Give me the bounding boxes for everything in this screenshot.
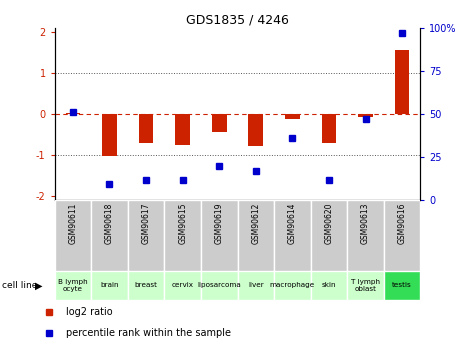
Bar bbox=[66, 113, 80, 114]
Bar bbox=[347, 271, 384, 300]
Bar bbox=[102, 114, 117, 156]
Text: cell line: cell line bbox=[2, 281, 38, 290]
Text: GSM90618: GSM90618 bbox=[105, 202, 114, 244]
Bar bbox=[139, 114, 153, 144]
Bar bbox=[91, 271, 128, 300]
Bar bbox=[55, 271, 91, 300]
Text: log2 ratio: log2 ratio bbox=[66, 307, 113, 317]
Bar bbox=[384, 200, 420, 271]
Text: ▶: ▶ bbox=[35, 280, 42, 290]
Text: percentile rank within the sample: percentile rank within the sample bbox=[66, 328, 231, 338]
Text: GSM90619: GSM90619 bbox=[215, 202, 224, 244]
Text: GSM90617: GSM90617 bbox=[142, 202, 151, 244]
Bar bbox=[274, 200, 311, 271]
Text: cervix: cervix bbox=[171, 283, 194, 288]
Bar bbox=[164, 271, 201, 300]
Text: B lymph
ocyte: B lymph ocyte bbox=[58, 279, 88, 292]
Bar bbox=[201, 200, 238, 271]
Bar bbox=[248, 114, 263, 146]
Text: skin: skin bbox=[322, 283, 336, 288]
Bar bbox=[311, 271, 347, 300]
Bar bbox=[238, 271, 274, 300]
Text: breast: breast bbox=[134, 283, 158, 288]
Bar bbox=[164, 200, 201, 271]
Text: GSM90616: GSM90616 bbox=[398, 202, 407, 244]
Bar bbox=[285, 114, 300, 119]
Bar bbox=[91, 200, 128, 271]
Text: liposarcoma: liposarcoma bbox=[197, 283, 241, 288]
Bar bbox=[201, 271, 238, 300]
Bar bbox=[311, 200, 347, 271]
Text: GSM90611: GSM90611 bbox=[68, 202, 77, 244]
Bar bbox=[384, 271, 420, 300]
Bar bbox=[274, 271, 311, 300]
Title: GDS1835 / 4246: GDS1835 / 4246 bbox=[186, 13, 289, 27]
Text: brain: brain bbox=[100, 283, 119, 288]
Bar bbox=[322, 114, 336, 144]
Bar bbox=[55, 200, 91, 271]
Text: liver: liver bbox=[248, 283, 264, 288]
Text: GSM90612: GSM90612 bbox=[251, 202, 260, 244]
Text: macrophage: macrophage bbox=[270, 283, 315, 288]
Bar bbox=[347, 200, 384, 271]
Text: T lymph
oblast: T lymph oblast bbox=[351, 279, 380, 292]
Bar bbox=[238, 200, 274, 271]
Text: GSM90613: GSM90613 bbox=[361, 202, 370, 244]
Text: GSM90620: GSM90620 bbox=[324, 202, 333, 244]
Bar bbox=[212, 114, 227, 132]
Text: GSM90614: GSM90614 bbox=[288, 202, 297, 244]
Bar bbox=[358, 114, 373, 117]
Text: GSM90615: GSM90615 bbox=[178, 202, 187, 244]
Text: testis: testis bbox=[392, 283, 412, 288]
Bar bbox=[128, 200, 164, 271]
Bar bbox=[395, 50, 409, 114]
Bar bbox=[175, 114, 190, 145]
Bar bbox=[128, 271, 164, 300]
